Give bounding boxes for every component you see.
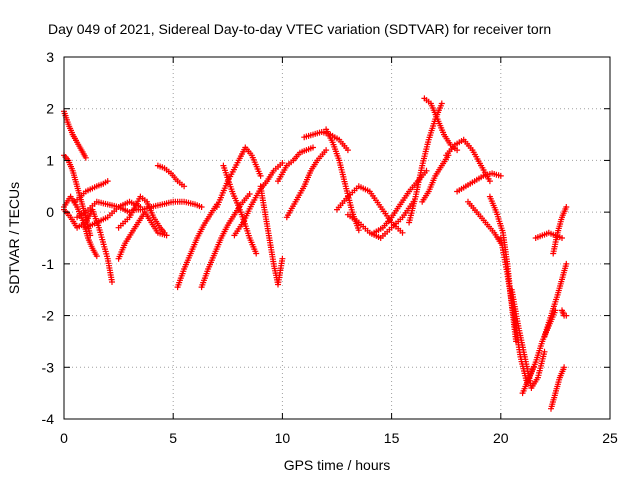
data-point (161, 229, 168, 236)
x-tick-label: 15 (384, 430, 400, 446)
y-tick-label: 2 (46, 101, 54, 117)
x-tick-label: 20 (493, 430, 509, 446)
data-point (279, 160, 286, 166)
data-point (323, 147, 330, 154)
data-point (93, 253, 100, 260)
data-point (310, 144, 316, 151)
data-point (82, 154, 89, 161)
data-point (563, 204, 570, 210)
data-point (563, 312, 570, 319)
ticks-layer (63, 56, 611, 420)
y-axis-label: SDTVAR / TECUs (6, 182, 22, 294)
x-tick-label: 5 (169, 430, 177, 446)
data-point (454, 147, 461, 154)
data-point (257, 172, 264, 179)
data-point (399, 229, 406, 236)
x-tick-label: 25 (602, 430, 618, 446)
data-point (253, 250, 260, 257)
y-tick-label: 1 (46, 152, 54, 168)
y-tick-label: -3 (42, 359, 55, 375)
data-point (104, 178, 111, 185)
data-point (486, 178, 493, 185)
data-point (279, 255, 286, 262)
x-tick-label: 10 (275, 430, 291, 446)
data-point (198, 204, 205, 210)
plot-frame (63, 56, 611, 420)
x-axis-label: GPS time / hours (284, 457, 391, 473)
y-tick-label: -4 (42, 411, 55, 427)
data-point (563, 260, 570, 267)
data-points (61, 95, 570, 412)
y-tick-label: -1 (42, 256, 55, 272)
chart-title: Day 049 of 2021, Sidereal Day-to-day VTE… (48, 21, 551, 37)
y-tick-label: 0 (46, 204, 54, 220)
data-point (497, 172, 504, 179)
y-tick-label: 3 (46, 49, 54, 65)
data-point (246, 191, 253, 197)
data-point (344, 147, 351, 154)
data-point (438, 100, 445, 107)
data-point (181, 183, 188, 190)
y-tick-label: -2 (42, 308, 55, 324)
x-tick-label: 0 (60, 430, 68, 446)
data-point (559, 235, 565, 241)
data-point (355, 227, 362, 234)
tick-labels: 0 5 10 15 20 25 -4 -3 -2 -1 0 1 2 3 (42, 49, 618, 446)
data-point (561, 364, 568, 371)
data-point (541, 348, 548, 355)
data-point (423, 167, 430, 174)
data-point (109, 279, 115, 285)
